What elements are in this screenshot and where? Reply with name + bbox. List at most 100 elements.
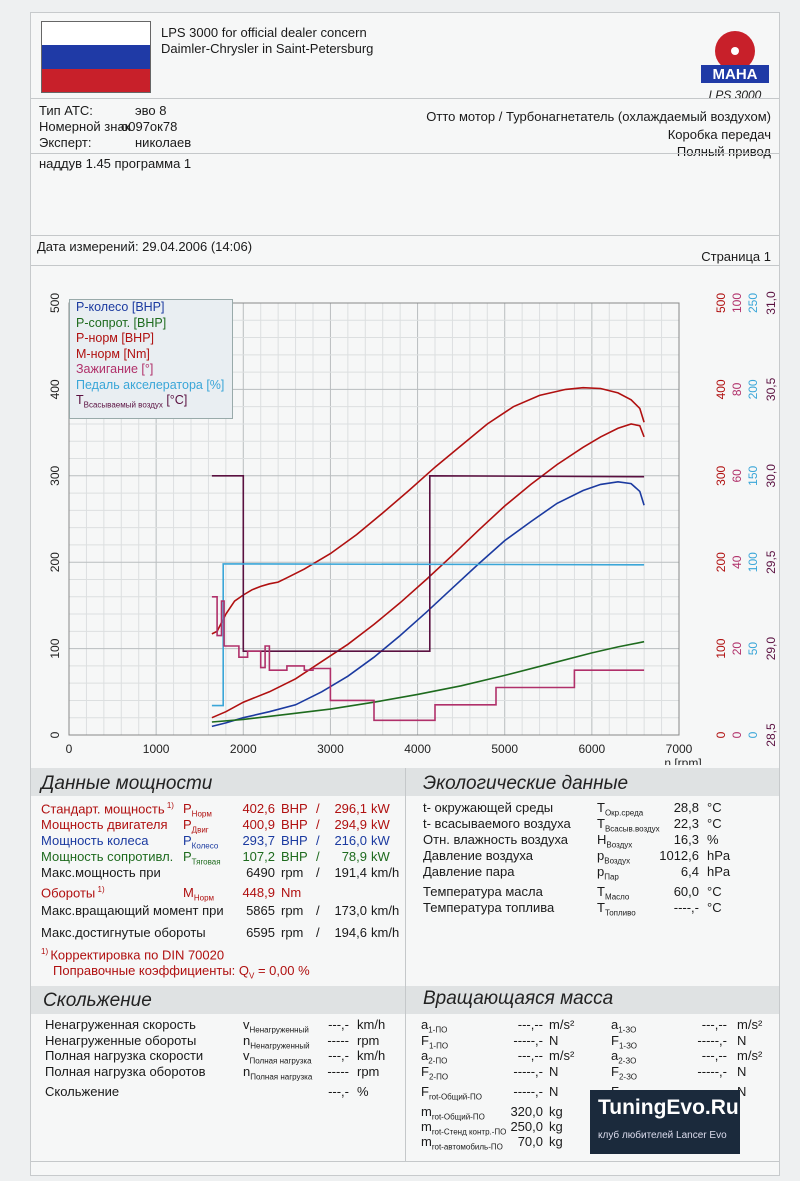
watermark-brand: TuningEvo.Ru bbox=[598, 1096, 739, 1119]
power-row-label: Мощность двигателя bbox=[41, 817, 168, 832]
eco-row-label: t- окружающей среды bbox=[423, 800, 554, 815]
drive-type: Полный привод bbox=[676, 144, 771, 159]
mass-left-symbol: F1-ПО bbox=[421, 1033, 449, 1051]
test-note: наддув 1.45 программа 1 bbox=[39, 156, 192, 171]
mass-right-unit: m/s² bbox=[737, 1017, 763, 1032]
mass-left-symbol: a1-ПО bbox=[421, 1017, 448, 1035]
expert-value: николаев bbox=[135, 135, 192, 150]
eco-row-symbol: pПар bbox=[597, 864, 619, 882]
right-axis-tick-label: 300 bbox=[714, 465, 728, 485]
series-line bbox=[211, 423, 645, 719]
mass-left-value: -----,- bbox=[513, 1064, 543, 1079]
power-row-unit1: BHP bbox=[281, 817, 308, 832]
mass-left-symbol: mrot-автомобиль-ПО bbox=[421, 1134, 503, 1152]
mass-right-value: -----,- bbox=[697, 1033, 727, 1048]
right-axis-tick-label: 29,0 bbox=[764, 637, 778, 661]
mass-right-unit: N bbox=[737, 1064, 747, 1079]
slip-section-title: Скольжение bbox=[43, 990, 152, 1011]
right-axis-tick-label: 100 bbox=[730, 293, 744, 313]
right-axis-tick-label: 0 bbox=[746, 731, 760, 738]
slip-row-label: Ненагруженные обороты bbox=[45, 1033, 197, 1048]
gearbox-type: Коробка передач bbox=[667, 127, 771, 142]
rpm-row-sep: / bbox=[316, 925, 320, 940]
right-axis-tick-label: 500 bbox=[714, 293, 728, 313]
slip-row-value: ---,- bbox=[328, 1048, 349, 1063]
y-tick-label: 300 bbox=[48, 465, 62, 485]
series-line bbox=[211, 563, 645, 707]
slip-row-label: Полная нагрузка скорости bbox=[45, 1048, 204, 1063]
mass-left-unit: kg bbox=[549, 1119, 563, 1134]
eco-row-label: t- всасываемого воздуха bbox=[423, 816, 571, 831]
x-tick-label: 7000 bbox=[666, 742, 693, 756]
right-axis-tick-label: 30,0 bbox=[764, 464, 778, 488]
plate-value: о097ок78 bbox=[121, 119, 178, 134]
y-tick-label: 400 bbox=[48, 379, 62, 399]
power-row-label: Стандарт. мощность 1) bbox=[41, 801, 174, 817]
eco-row-label: Отн. влажность воздуха bbox=[423, 832, 569, 847]
x-tick-label: 6000 bbox=[579, 742, 606, 756]
y-tick-label: 200 bbox=[48, 552, 62, 572]
legend-item: Педаль акселератора [%] bbox=[76, 377, 225, 392]
tuningevo-watermark: TuningEvo.Ru клуб любителей Lancer Evo bbox=[590, 1090, 740, 1154]
right-axis-tick-label: 200 bbox=[714, 552, 728, 572]
eco-row-value: 28,8 bbox=[673, 800, 699, 815]
rpm-row-label: Макс.достигнутые обороты bbox=[41, 925, 206, 940]
slip-row-symbol: nПолная нагрузка bbox=[243, 1064, 313, 1082]
mass-left-value: ---,-- bbox=[517, 1017, 543, 1032]
eco-row-unit: hPa bbox=[707, 848, 731, 863]
right-axis-tick-label: 400 bbox=[714, 379, 728, 399]
page-number: Страница 1 bbox=[701, 249, 771, 264]
right-axis-tick-label: 60 bbox=[730, 469, 744, 483]
mass-right-symbol: a2-ЗО bbox=[611, 1048, 637, 1066]
rpm-row-unit1: rpm bbox=[281, 925, 304, 940]
mass-left-value: -----,- bbox=[513, 1084, 543, 1099]
slip-row-value: ----- bbox=[327, 1064, 349, 1079]
slip-row-unit: km/h bbox=[357, 1048, 386, 1063]
slip-row-unit: km/h bbox=[357, 1017, 386, 1032]
legend-item: TВсасываемый воздух [°C] bbox=[76, 393, 188, 410]
right-axis-tick-label: 100 bbox=[714, 638, 728, 658]
power-row-value2: 294,9 bbox=[334, 817, 367, 832]
dyno-report-sheet: LPS 3000 for official dealer concern Dai… bbox=[30, 12, 780, 1176]
mass-left-symbol: F2-ПО bbox=[421, 1064, 449, 1082]
torque-symbol: MНорм bbox=[183, 885, 215, 903]
mass-right-value: ---,-- bbox=[701, 1017, 727, 1032]
power-row-sep: / bbox=[316, 849, 320, 864]
power-section-title: Данные мощности bbox=[41, 773, 213, 794]
x-tick-label: 4000 bbox=[404, 742, 431, 756]
mass-left-unit: N bbox=[549, 1064, 559, 1079]
legend-item: P-норм [BHP] bbox=[76, 331, 155, 345]
x-tick-label: 5000 bbox=[491, 742, 518, 756]
mass-left-value: 320,0 bbox=[510, 1104, 543, 1119]
mass-left-symbol: mrot-Стенд контр.-ПО bbox=[421, 1119, 507, 1137]
rpm-row-unit2: km/h bbox=[371, 903, 400, 918]
eco-row-symbol: TМасло bbox=[597, 884, 630, 902]
series-line bbox=[211, 595, 645, 722]
watermark-tagline: клуб любителей Lancer Evo bbox=[598, 1130, 727, 1141]
power-row-symbol: PНорм bbox=[183, 801, 212, 819]
mass-right-unit: m/s² bbox=[737, 1048, 763, 1063]
rpm-row-sep: / bbox=[316, 903, 320, 918]
eco-row-unit: °C bbox=[707, 900, 722, 915]
right-axis-tick-label: 28,5 bbox=[764, 723, 778, 747]
slip-row-label: Полная нагрузка оборотов bbox=[45, 1064, 206, 1079]
slip-row-unit: % bbox=[357, 1084, 369, 1099]
y-tick-label: 0 bbox=[48, 731, 62, 738]
slip-row-label: Скольжение bbox=[45, 1084, 120, 1099]
slip-row-symbol: nНенагруженный bbox=[243, 1033, 310, 1051]
power-row-value1: 107,2 bbox=[242, 849, 275, 864]
expert-label: Эксперт: bbox=[39, 135, 92, 150]
eco-row-value: 16,3 bbox=[673, 832, 699, 847]
legend-item: M-норм [Nm] bbox=[76, 346, 150, 361]
mass-right-value: ---,-- bbox=[701, 1048, 727, 1063]
rpm-row-unit1: rpm bbox=[281, 903, 304, 918]
measure-date: Дата измерений: 29.04.2006 (14:06) bbox=[37, 239, 253, 254]
power-row-unit2: km/h bbox=[371, 865, 400, 880]
plot-frame bbox=[68, 302, 680, 736]
header-title-line1: LPS 3000 for official dealer concern bbox=[161, 25, 367, 40]
right-axis-tick-label: 200 bbox=[746, 379, 760, 399]
eco-row-value: 6,4 bbox=[680, 864, 699, 879]
legend-item: Зажигание [°] bbox=[76, 362, 154, 376]
slip-row-value: ---,- bbox=[328, 1084, 349, 1099]
power-row-unit2: kW bbox=[371, 817, 390, 832]
